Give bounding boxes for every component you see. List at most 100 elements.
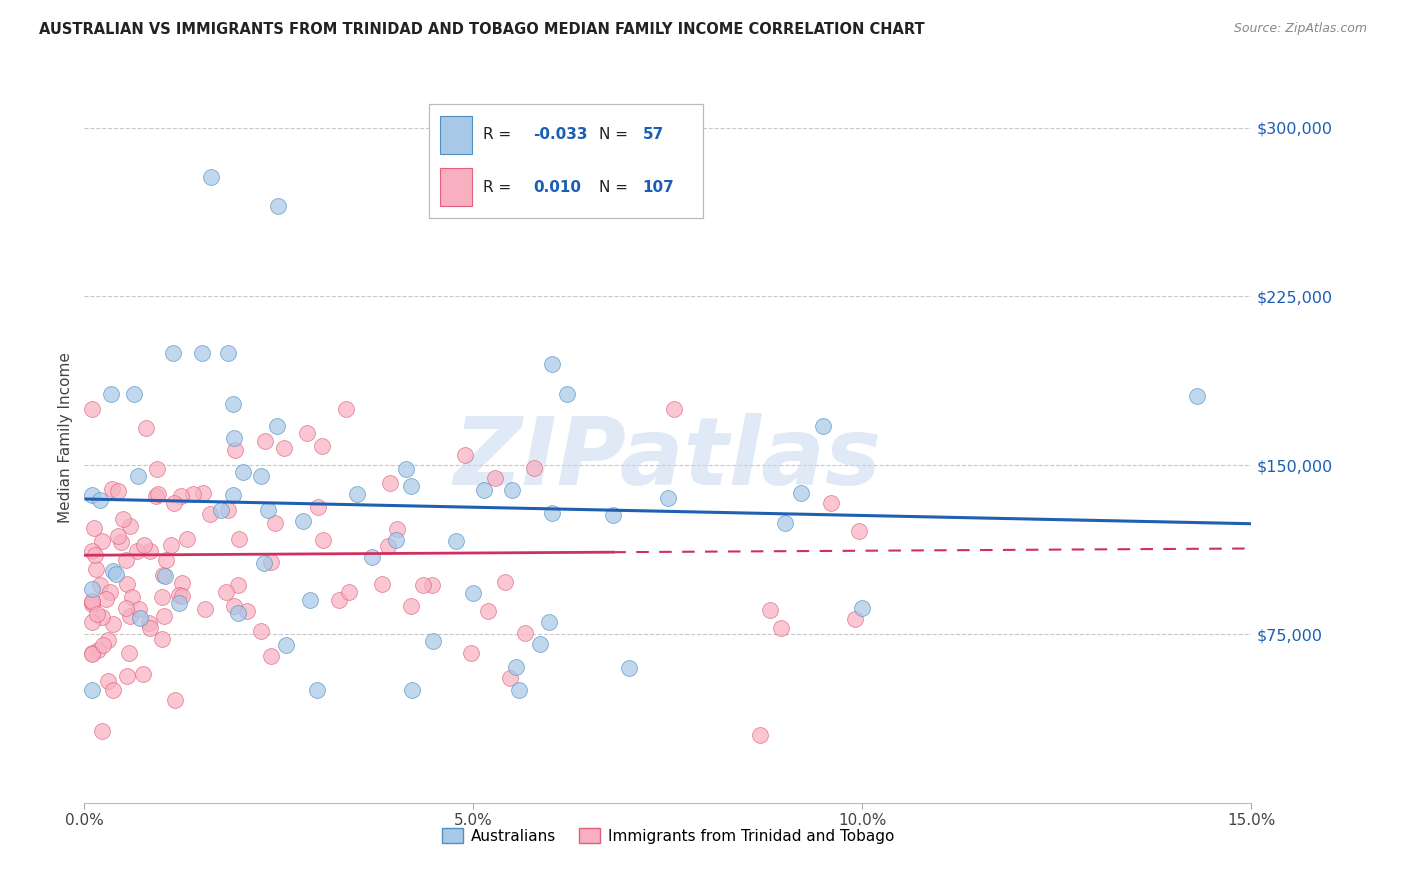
- Point: [82, 594, 104, 608]
- Point: [312, 533, 335, 548]
- Point: [264, 516, 287, 530]
- Point: [298, 593, 321, 607]
- Point: [135, 421, 157, 435]
- Point: [256, 502, 278, 516]
- Point: [146, 462, 169, 476]
- Point: [132, 538, 155, 552]
- Point: [183, 487, 205, 501]
- Point: [127, 469, 149, 483]
- Point: [118, 519, 141, 533]
- Point: [759, 603, 782, 617]
- Point: [101, 683, 124, 698]
- Point: [98, 584, 121, 599]
- Point: [522, 461, 544, 475]
- Point: [529, 637, 551, 651]
- Point: [541, 357, 564, 371]
- Point: [371, 576, 394, 591]
- Point: [167, 596, 190, 610]
- Point: [167, 588, 190, 602]
- Point: [508, 683, 530, 698]
- Point: [117, 669, 139, 683]
- Point: [132, 667, 155, 681]
- Point: [385, 522, 408, 536]
- Point: [112, 511, 135, 525]
- Point: [83, 521, 105, 535]
- Point: [101, 617, 124, 632]
- Point: [193, 486, 215, 500]
- Point: [152, 568, 174, 582]
- Point: [328, 593, 350, 607]
- Point: [276, 638, 298, 652]
- Point: [165, 693, 187, 707]
- Point: [337, 585, 360, 599]
- Point: [253, 556, 276, 570]
- Point: [228, 606, 250, 620]
- Point: [159, 537, 181, 551]
- Point: [454, 448, 477, 462]
- Point: [477, 603, 499, 617]
- Point: [541, 506, 564, 520]
- Point: [152, 609, 174, 624]
- Point: [82, 597, 104, 611]
- Point: [228, 532, 250, 546]
- Point: [221, 488, 243, 502]
- Point: [399, 479, 422, 493]
- Point: [125, 544, 148, 558]
- Point: [664, 401, 686, 416]
- Point: [194, 601, 217, 615]
- Point: [118, 608, 141, 623]
- Point: [91, 533, 114, 548]
- Point: [260, 555, 283, 569]
- Point: [399, 599, 422, 614]
- Point: [155, 552, 177, 566]
- Point: [176, 532, 198, 546]
- Point: [89, 492, 111, 507]
- Point: [82, 595, 104, 609]
- Point: [273, 442, 295, 456]
- Point: [748, 728, 770, 742]
- Point: [82, 401, 104, 416]
- Point: [484, 471, 506, 485]
- Point: [254, 434, 277, 449]
- Point: [91, 610, 114, 624]
- Point: [377, 539, 399, 553]
- Point: [773, 516, 796, 530]
- Point: [335, 401, 357, 416]
- Point: [122, 386, 145, 401]
- Point: [209, 503, 232, 517]
- Point: [82, 582, 104, 596]
- Point: [844, 612, 866, 626]
- Point: [172, 576, 194, 591]
- Point: [498, 671, 520, 685]
- Point: [128, 611, 150, 625]
- Point: [305, 683, 328, 698]
- Point: [162, 345, 184, 359]
- Point: [401, 683, 423, 698]
- Point: [82, 647, 104, 661]
- Point: [769, 621, 792, 635]
- Point: [93, 638, 115, 652]
- Point: [139, 544, 162, 558]
- Point: [361, 549, 384, 564]
- Point: [297, 426, 319, 441]
- Text: AUSTRALIAN VS IMMIGRANTS FROM TRINIDAD AND TOBAGO MEDIAN FAMILY INCOME CORRELATI: AUSTRALIAN VS IMMIGRANTS FROM TRINIDAD A…: [39, 22, 925, 37]
- Point: [292, 515, 315, 529]
- Point: [86, 607, 108, 622]
- Point: [501, 483, 523, 498]
- Point: [84, 562, 107, 576]
- Point: [222, 599, 245, 614]
- Point: [82, 544, 104, 558]
- Point: [422, 634, 444, 648]
- Point: [89, 578, 111, 592]
- Point: [267, 199, 290, 213]
- Point: [395, 461, 418, 475]
- Point: [657, 491, 679, 505]
- Point: [602, 508, 624, 522]
- Point: [224, 443, 246, 458]
- Point: [172, 589, 194, 603]
- Point: [790, 486, 813, 500]
- Point: [538, 615, 561, 629]
- Point: [145, 489, 167, 503]
- Point: [138, 615, 160, 630]
- Point: [260, 648, 283, 663]
